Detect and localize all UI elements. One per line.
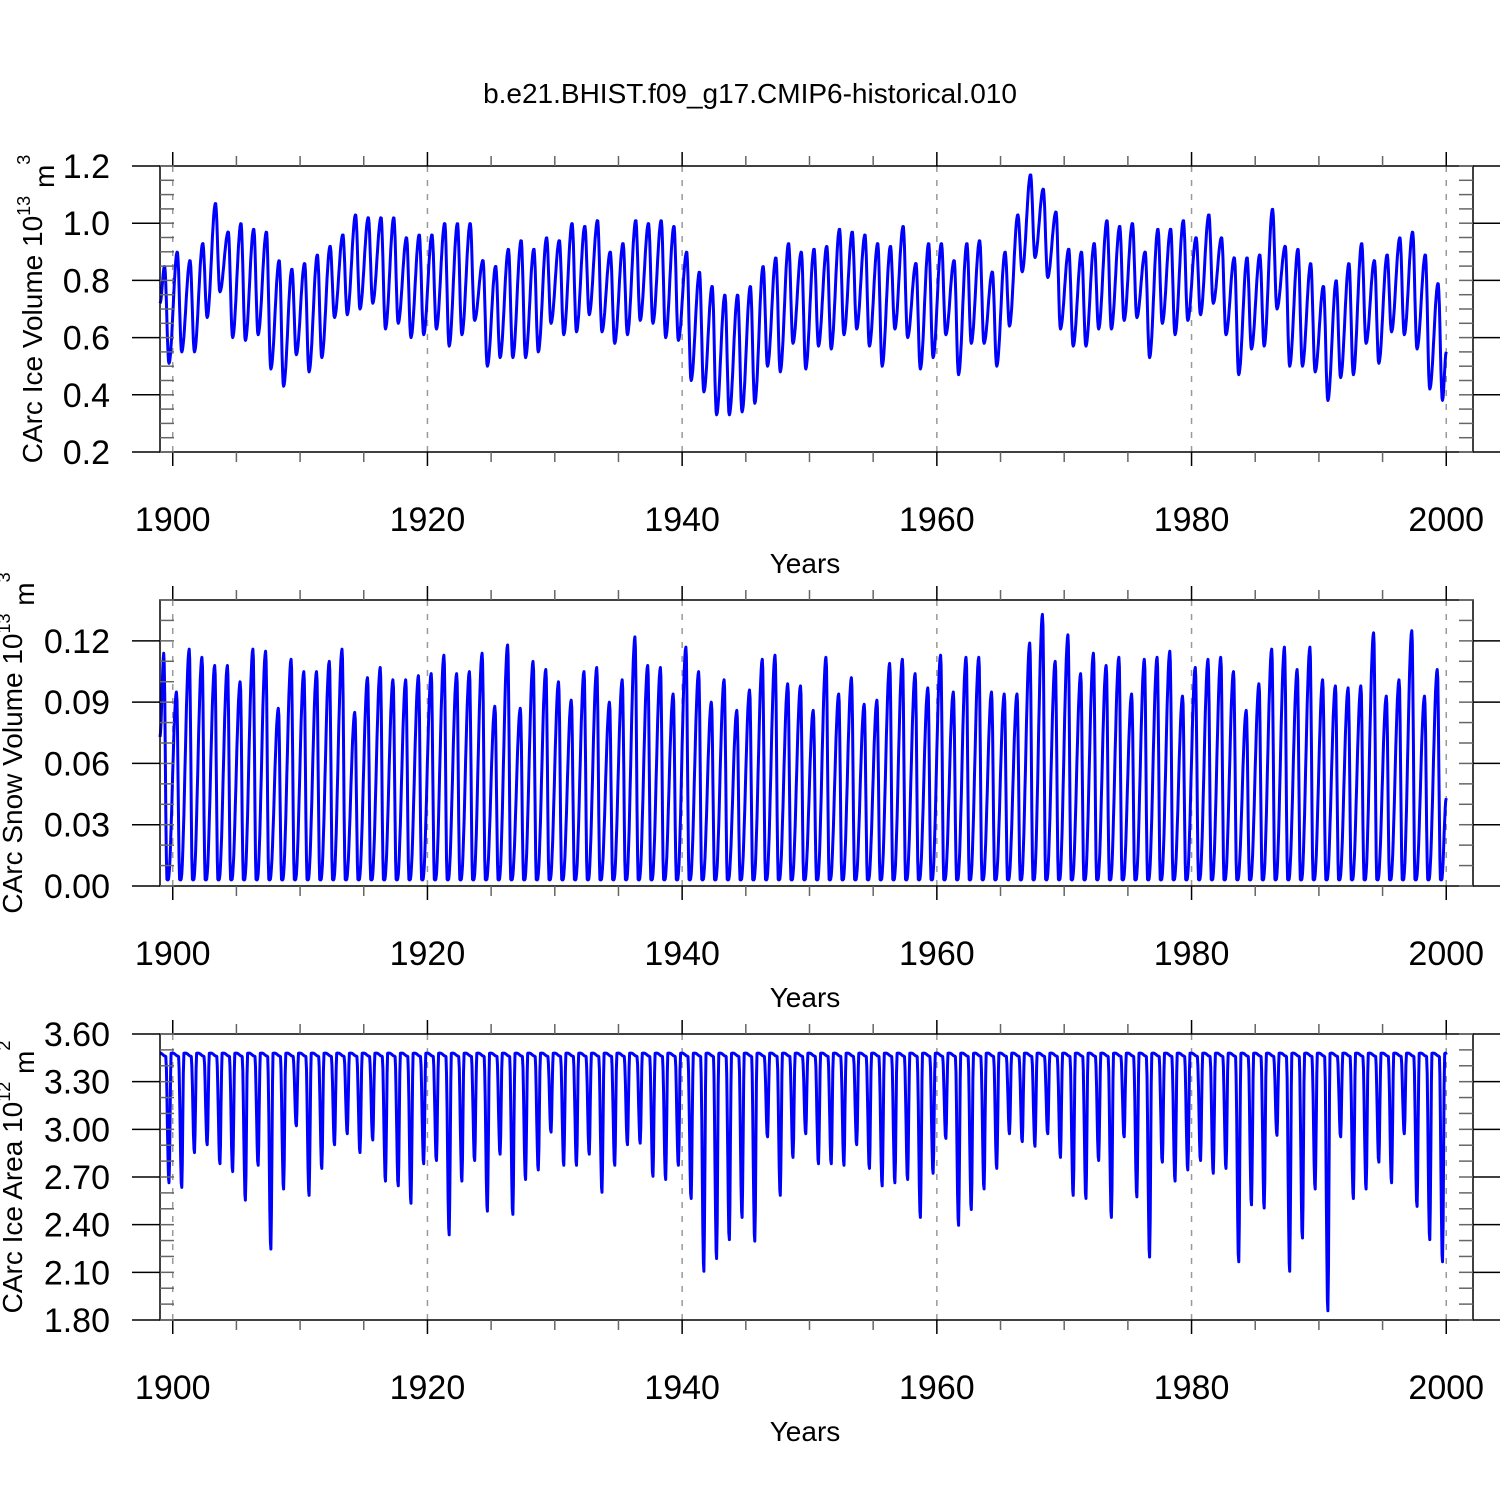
y-axis-title-main: CArc Ice Volume 10: [17, 216, 48, 463]
y-axis-title-unit-exp: 3: [14, 155, 34, 165]
y-tick-label: 3.60: [44, 1016, 110, 1054]
x-tick-label: 1940: [644, 501, 720, 539]
y-tick-label: 0.09: [44, 684, 110, 722]
y-axis-title-unit-exp: 2: [0, 1041, 14, 1051]
data-line-ice-volume: [158, 173, 1448, 417]
data-line-ice-area: [159, 1051, 1448, 1313]
y-tick-label: 1.0: [63, 205, 110, 243]
x-tick-label: 1900: [135, 1369, 211, 1407]
y-tick-label: 2.10: [44, 1254, 110, 1292]
x-tick-label: 1900: [135, 935, 211, 973]
x-tick-label: 1920: [390, 935, 466, 973]
y-tick-label: 0.12: [44, 623, 110, 661]
y-tick-label: 0.06: [44, 745, 110, 783]
y-axis-title-main: CArc Ice Area 10: [0, 1102, 28, 1314]
x-tick-label: 1920: [390, 1369, 466, 1407]
y-axis-title-exp: 13: [0, 613, 14, 633]
y-axis-title-exp: 12: [0, 1082, 14, 1102]
y-tick-label: 3.30: [44, 1064, 110, 1102]
y-axis-title-main: CArc Snow Volume 10: [0, 634, 28, 914]
y-axis-title: CArc Ice Volume 1013 m3: [14, 155, 60, 464]
x-tick-label: 1940: [644, 1369, 720, 1407]
y-tick-label: 0.2: [63, 434, 110, 472]
y-axis-title: CArc Snow Volume 1013 m3: [0, 572, 40, 913]
panel-snow-volume: 1900 1920 1940 1960 1980 2000 Years 0.00 0.03 0.0…: [0, 572, 1500, 1013]
y-tick-label: 0.00: [44, 868, 110, 906]
y-tick-label: 0.03: [44, 807, 110, 845]
x-tick-label: 1940: [644, 935, 720, 973]
y-axis-title-unit: m: [9, 582, 40, 613]
y-axis-title-exp: 13: [14, 196, 34, 216]
x-tick-label: 2000: [1408, 501, 1484, 539]
y-tick-label: 1.2: [63, 148, 110, 186]
x-tick-label: 1980: [1154, 1369, 1230, 1407]
x-axis-title: Years: [770, 982, 841, 1013]
y-axis-title-unit: m: [9, 1051, 40, 1082]
y-tick-label: 2.70: [44, 1159, 110, 1197]
y-tick-label: 0.6: [63, 320, 110, 358]
y-tick-label: 0.4: [63, 377, 110, 415]
panel-ice-area: 1900 1920 1940 1960 1980 2000 Years 1.80 2.10 2.4…: [0, 1016, 1500, 1447]
y-tick-label: 2.40: [44, 1207, 110, 1245]
y-axis-title-unit: m: [29, 165, 60, 196]
y-tick-label: 0.8: [63, 262, 110, 300]
x-axis-title: Years: [770, 548, 841, 579]
x-tick-label: 1920: [390, 501, 466, 539]
x-tick-label: 2000: [1408, 935, 1484, 973]
x-tick-label: 1960: [899, 1369, 975, 1407]
x-tick-label: 1900: [135, 501, 211, 539]
y-axis-title: CArc Ice Area 1012 m2: [0, 1041, 40, 1314]
y-axis-title-unit-exp: 3: [0, 572, 14, 582]
x-tick-label: 1960: [899, 935, 975, 973]
x-tick-label: 2000: [1408, 1369, 1484, 1407]
x-tick-label: 1980: [1154, 501, 1230, 539]
chart-title: b.e21.BHIST.f09_g17.CMIP6-historical.010: [483, 78, 1017, 109]
data-line-snow-volume: [158, 612, 1448, 882]
x-tick-label: 1980: [1154, 935, 1230, 973]
y-tick-label: 1.80: [44, 1302, 110, 1340]
x-axis-title: Years: [770, 1416, 841, 1447]
panel-ice-volume: 1900 1920 1940 1960 1980 2000 Years 0.2 0.4 0.6 0.…: [14, 148, 1500, 579]
y-tick-label: 3.00: [44, 1111, 110, 1149]
x-tick-label: 1960: [899, 501, 975, 539]
